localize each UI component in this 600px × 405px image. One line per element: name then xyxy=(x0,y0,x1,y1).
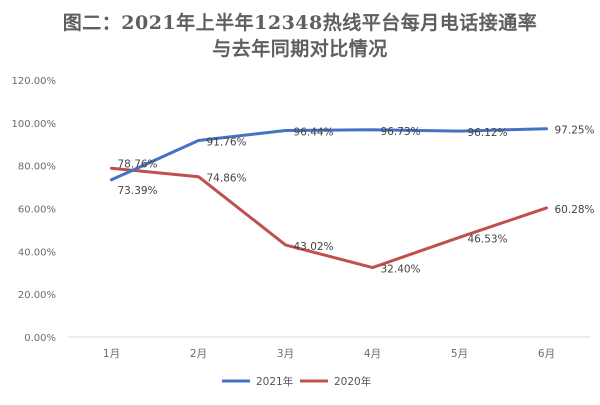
x-tick-label: 4月 xyxy=(364,348,381,360)
x-tick-label: 5月 xyxy=(451,348,468,360)
data-label: 91.76% xyxy=(207,136,247,148)
series-line xyxy=(110,166,548,270)
chart-title-line2: 与去年同期对比情况 xyxy=(212,38,388,60)
data-label: 97.25% xyxy=(555,125,595,137)
y-tick-label: 100.00% xyxy=(12,119,57,130)
data-label: 96.12% xyxy=(468,127,508,139)
legend-label: 2020年 xyxy=(334,375,371,388)
data-label: 46.53% xyxy=(468,233,508,245)
data-label: 78.76% xyxy=(118,158,158,170)
data-label: 73.39% xyxy=(118,185,158,197)
y-tick-label: 120.00% xyxy=(12,76,57,87)
x-tick-label: 2月 xyxy=(190,348,207,360)
y-tick-label: 40.00% xyxy=(18,247,56,258)
y-axis-tick-labels: 0.00% 20.00% 40.00% 60.00% 80.00% 100.00% 120.… xyxy=(12,76,57,344)
legend-label: 2021年 xyxy=(256,375,293,388)
y-tick-label: 80.00% xyxy=(18,162,56,173)
data-label: 60.28% xyxy=(555,204,595,216)
y-tick-label: 20.00% xyxy=(18,290,56,301)
y-tick-label: 0.00% xyxy=(24,333,56,344)
x-tick-label: 1月 xyxy=(103,348,120,360)
chart-title: 图二：2021年上半年12348热线平台每月电话接通率 与去年同期对比情况 xyxy=(0,10,600,62)
x-tick-label: 6月 xyxy=(538,348,555,360)
data-label: 43.02% xyxy=(294,241,334,253)
series-line xyxy=(110,127,548,182)
series-lines xyxy=(110,127,548,270)
chart-title-line1: 图二：2021年上半年12348热线平台每月电话接通率 xyxy=(62,12,538,34)
data-label: 32.40% xyxy=(381,264,421,276)
data-label: 96.44% xyxy=(294,126,334,138)
data-label: 96.73% xyxy=(381,126,421,138)
data-labels: 73.39% 91.76% 96.44% 96.73% 96.12% 97.25% 78.7… xyxy=(118,125,595,276)
legend: 2021年 2020年 xyxy=(222,375,371,388)
x-axis-tick-labels: 1月 2月 3月 4月 5月 6月 xyxy=(103,348,555,360)
data-label: 74.86% xyxy=(207,173,247,185)
y-tick-label: 60.00% xyxy=(18,205,56,216)
x-tick-label: 3月 xyxy=(277,348,294,360)
